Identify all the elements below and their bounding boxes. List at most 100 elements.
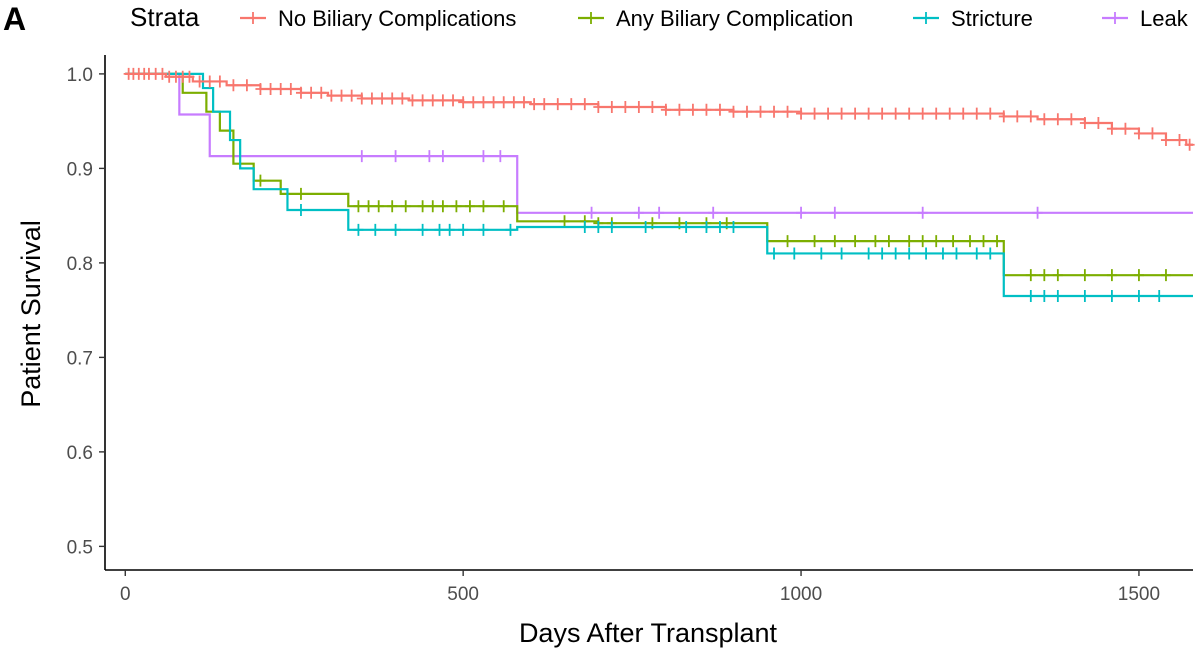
series-line	[125, 72, 1193, 277]
censor-mark	[157, 67, 168, 80]
censor-mark	[1039, 269, 1050, 282]
censor-mark	[464, 200, 475, 213]
censor-mark	[437, 94, 448, 107]
censor-mark	[346, 89, 357, 102]
censor-mark	[326, 89, 337, 102]
censor-mark	[978, 235, 989, 248]
censor-mark	[1133, 127, 1144, 140]
censor-mark	[741, 105, 752, 118]
censor-mark	[478, 150, 489, 163]
censor-mark	[285, 83, 296, 96]
censor-mark	[353, 223, 364, 236]
censor-mark	[1160, 134, 1171, 147]
censor-mark	[1012, 110, 1023, 123]
legend-label: Any Biliary Complication	[616, 6, 853, 31]
censor-mark	[633, 206, 644, 219]
censor-mark	[390, 150, 401, 163]
censor-mark	[796, 206, 807, 219]
censor-mark	[769, 105, 780, 118]
y-axis-title: Patient Survival	[16, 220, 46, 408]
censor-mark	[681, 220, 692, 233]
censor-mark	[478, 200, 489, 213]
censor-mark	[387, 92, 398, 105]
censor-mark	[904, 235, 915, 248]
censor-mark	[1160, 269, 1171, 282]
censor-mark	[951, 247, 962, 260]
censor-mark	[295, 187, 306, 200]
censor-mark	[579, 98, 590, 111]
legend-item: Any Biliary Complication	[578, 6, 853, 31]
censor-mark	[356, 92, 367, 105]
censor-mark	[1052, 269, 1063, 282]
censor-mark	[782, 235, 793, 248]
censor-mark	[958, 107, 969, 120]
x-axis-title: Days After Transplant	[519, 618, 778, 648]
censor-mark	[1052, 113, 1063, 126]
censor-mark	[458, 223, 469, 236]
legend-item: Stricture	[913, 6, 1033, 31]
censor-mark	[1174, 134, 1185, 147]
censor-mark	[863, 107, 874, 120]
censor-mark	[390, 223, 401, 236]
censor-mark	[306, 86, 317, 99]
legend-item: Leak	[1102, 6, 1189, 31]
censor-mark	[498, 96, 509, 109]
censor-mark	[427, 200, 438, 213]
censor-mark	[829, 235, 840, 248]
censor-mark	[478, 223, 489, 236]
censor-mark	[370, 223, 381, 236]
censor-mark	[931, 235, 942, 248]
censor-mark	[964, 235, 975, 248]
censor-mark	[992, 235, 1003, 248]
series-stricture	[125, 72, 1193, 302]
censor-mark	[417, 223, 428, 236]
censor-mark	[437, 200, 448, 213]
censor-mark	[586, 206, 597, 219]
censor-mark	[823, 107, 834, 120]
x-tick-label: 1000	[780, 584, 822, 605]
censor-mark	[552, 98, 563, 111]
legend-key-marker	[1110, 12, 1120, 24]
censor-mark	[1066, 113, 1077, 126]
censor-mark	[407, 94, 418, 107]
censor-mark	[877, 107, 888, 120]
y-tick-label: 0.6	[67, 443, 93, 464]
censor-mark	[917, 107, 928, 120]
censor-mark	[809, 235, 820, 248]
censor-mark	[1154, 289, 1165, 302]
censor-mark	[620, 100, 631, 113]
y-tick-label: 0.7	[67, 348, 93, 369]
series-any-biliary-complication	[125, 72, 1193, 282]
censor-mark	[579, 220, 590, 233]
censor-mark	[495, 150, 506, 163]
censor-mark	[228, 79, 239, 92]
censor-mark	[714, 220, 725, 233]
censor-mark	[1184, 138, 1195, 151]
legend-key-marker	[248, 12, 258, 24]
censor-mark	[1106, 289, 1117, 302]
censor-mark	[424, 150, 435, 163]
censor-mark	[937, 247, 948, 260]
censor-mark	[1032, 206, 1043, 219]
legend-title: Strata	[130, 2, 200, 32]
series-leak	[125, 72, 1193, 219]
censor-mark	[863, 247, 874, 260]
censor-mark	[944, 107, 955, 120]
censor-mark	[1079, 289, 1090, 302]
censor-mark	[917, 235, 928, 248]
censor-mark	[769, 247, 780, 260]
censor-mark	[1079, 269, 1090, 282]
censor-mark	[363, 200, 374, 213]
censor-mark	[606, 100, 617, 113]
censor-mark	[782, 105, 793, 118]
y-tick-label: 0.5	[67, 537, 93, 558]
legend: Strata No Biliary Complications Any Bilia…	[130, 2, 1189, 32]
censor-mark	[1052, 289, 1063, 302]
censor-mark	[295, 86, 306, 99]
censor-mark	[478, 96, 489, 109]
censor-mark	[373, 200, 384, 213]
legend-item: No Biliary Complications	[240, 6, 516, 31]
censor-mark	[1106, 122, 1117, 135]
series-layer	[123, 67, 1195, 302]
censor-mark	[204, 75, 215, 88]
